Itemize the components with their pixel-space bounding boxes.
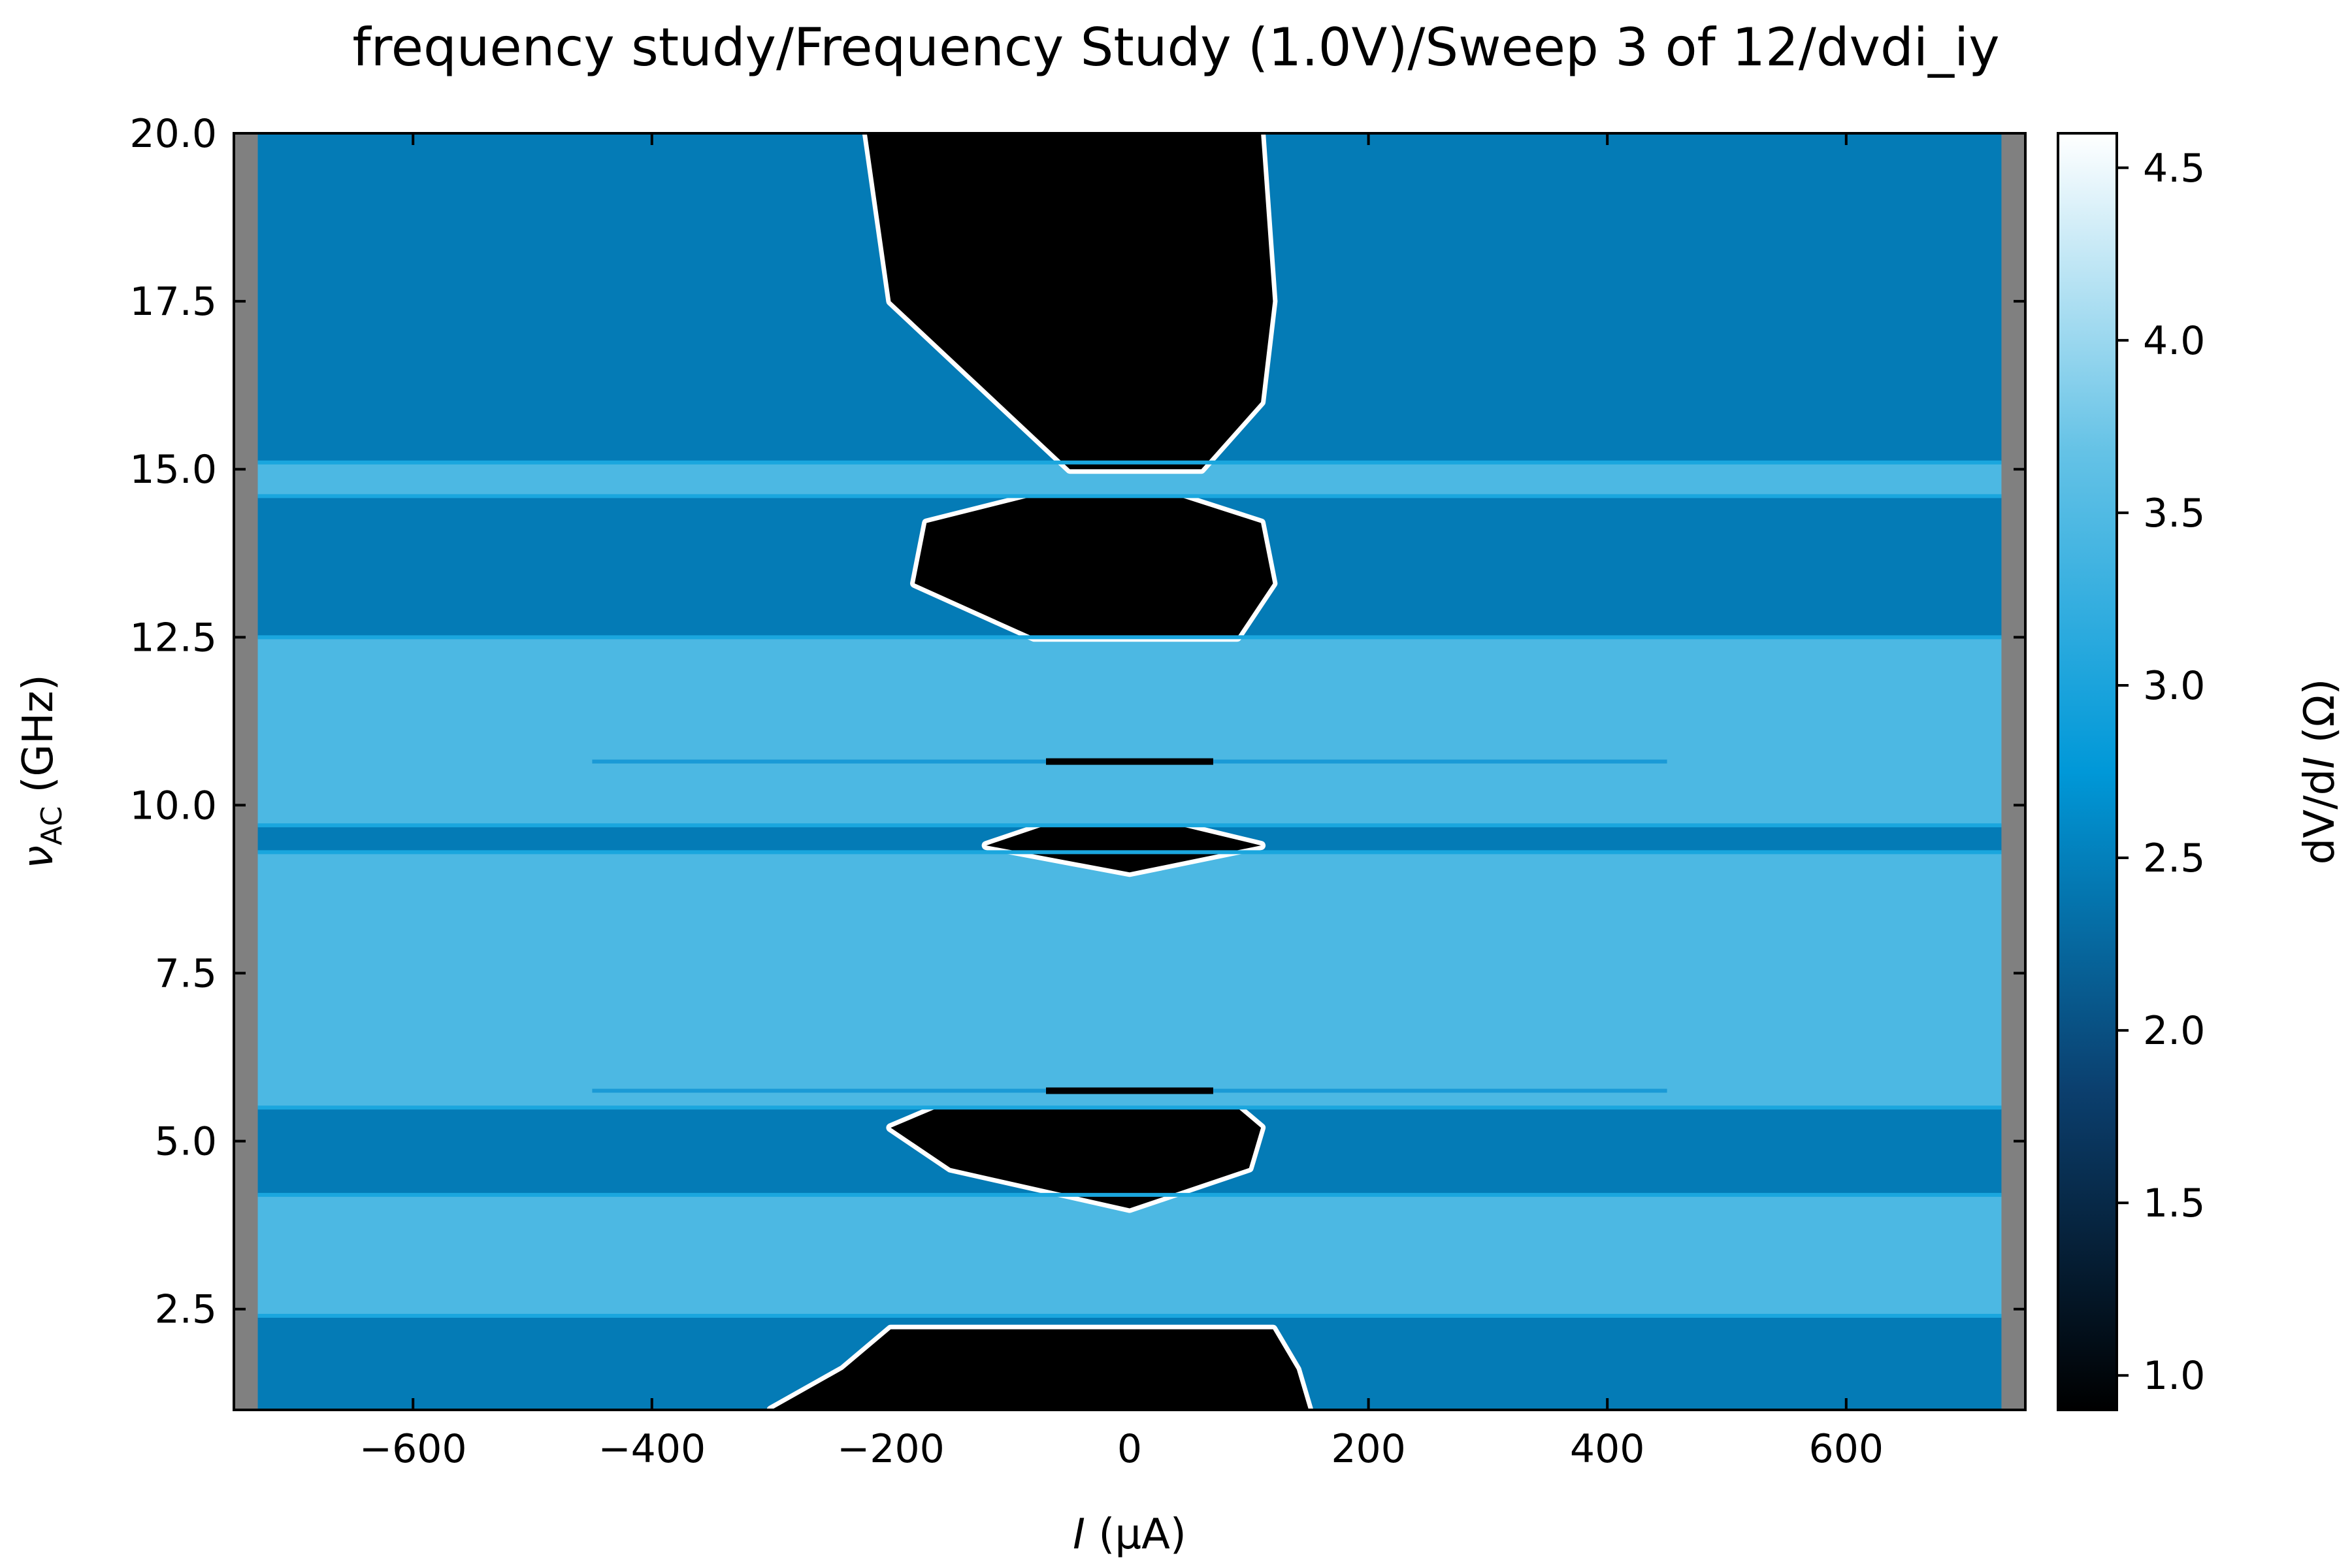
- y-tick-label: 17.5: [129, 279, 217, 325]
- colorbar-tick-label: 1.0: [2143, 1353, 2205, 1399]
- y-tick-label: 5.0: [155, 1119, 217, 1165]
- x-axis: −600 −400 −200 0 200 400 600: [359, 133, 1884, 1472]
- colorbar-label: dV/dI (Ω): [2296, 679, 2344, 865]
- x-tick-label: 0: [1117, 1426, 1142, 1472]
- y-tick-label: 15.0: [129, 447, 217, 493]
- y-tick-label: 10.0: [129, 783, 217, 828]
- x-tick-label: −400: [598, 1426, 706, 1472]
- colorbar-tick-label: 1.5: [2143, 1181, 2205, 1226]
- x-tick-label: 400: [1570, 1426, 1645, 1472]
- x-tick-label: 600: [1809, 1426, 1884, 1472]
- colorbar-axis: 1.0 1.5 2.0 2.5 3.0 3.5 4.0 4.5: [2117, 146, 2205, 1399]
- y-tick-label: 12.5: [129, 615, 217, 661]
- x-tick-label: 200: [1331, 1426, 1406, 1472]
- x-tick-label: −600: [359, 1426, 467, 1472]
- colorbar-tick-label: 3.5: [2143, 491, 2205, 536]
- y-tick-label: 20.0: [129, 111, 217, 157]
- gap-region: [866, 133, 1273, 470]
- colorbar-tick-label: 3.0: [2143, 663, 2205, 709]
- colorbar-tick-label: 2.0: [2143, 1008, 2205, 1054]
- colorbar-tick-label: 2.5: [2143, 836, 2205, 881]
- gap-region: [915, 496, 1273, 638]
- gap-region: [986, 825, 1262, 873]
- heatmap-band: [257, 1194, 2002, 1316]
- heatmap-band: [257, 852, 2002, 1108]
- heatmap-band: [257, 637, 2002, 826]
- colorbar: [2057, 132, 2118, 1411]
- colorbar-tick-label: 4.5: [2143, 146, 2205, 191]
- x-tick-label: −200: [837, 1426, 945, 1472]
- x-axis-label: I (μA): [1073, 1511, 1186, 1559]
- y-tick-label: 2.5: [155, 1287, 217, 1333]
- y-axis-label: νAC (GHz): [14, 674, 69, 868]
- gap-region: [890, 1107, 1262, 1209]
- colorbar-tick-label: 4.0: [2143, 318, 2205, 364]
- y-tick-label: 7.5: [155, 951, 217, 997]
- chart-title: frequency study/Frequency Study (1.0V)/S…: [352, 17, 1999, 78]
- plot-area: [234, 133, 2025, 1410]
- gap-region: [771, 1329, 1309, 1410]
- y-axis: 2.5 5.0 7.5 10.0 12.5 15.0 17.5 20.0: [129, 111, 2025, 1333]
